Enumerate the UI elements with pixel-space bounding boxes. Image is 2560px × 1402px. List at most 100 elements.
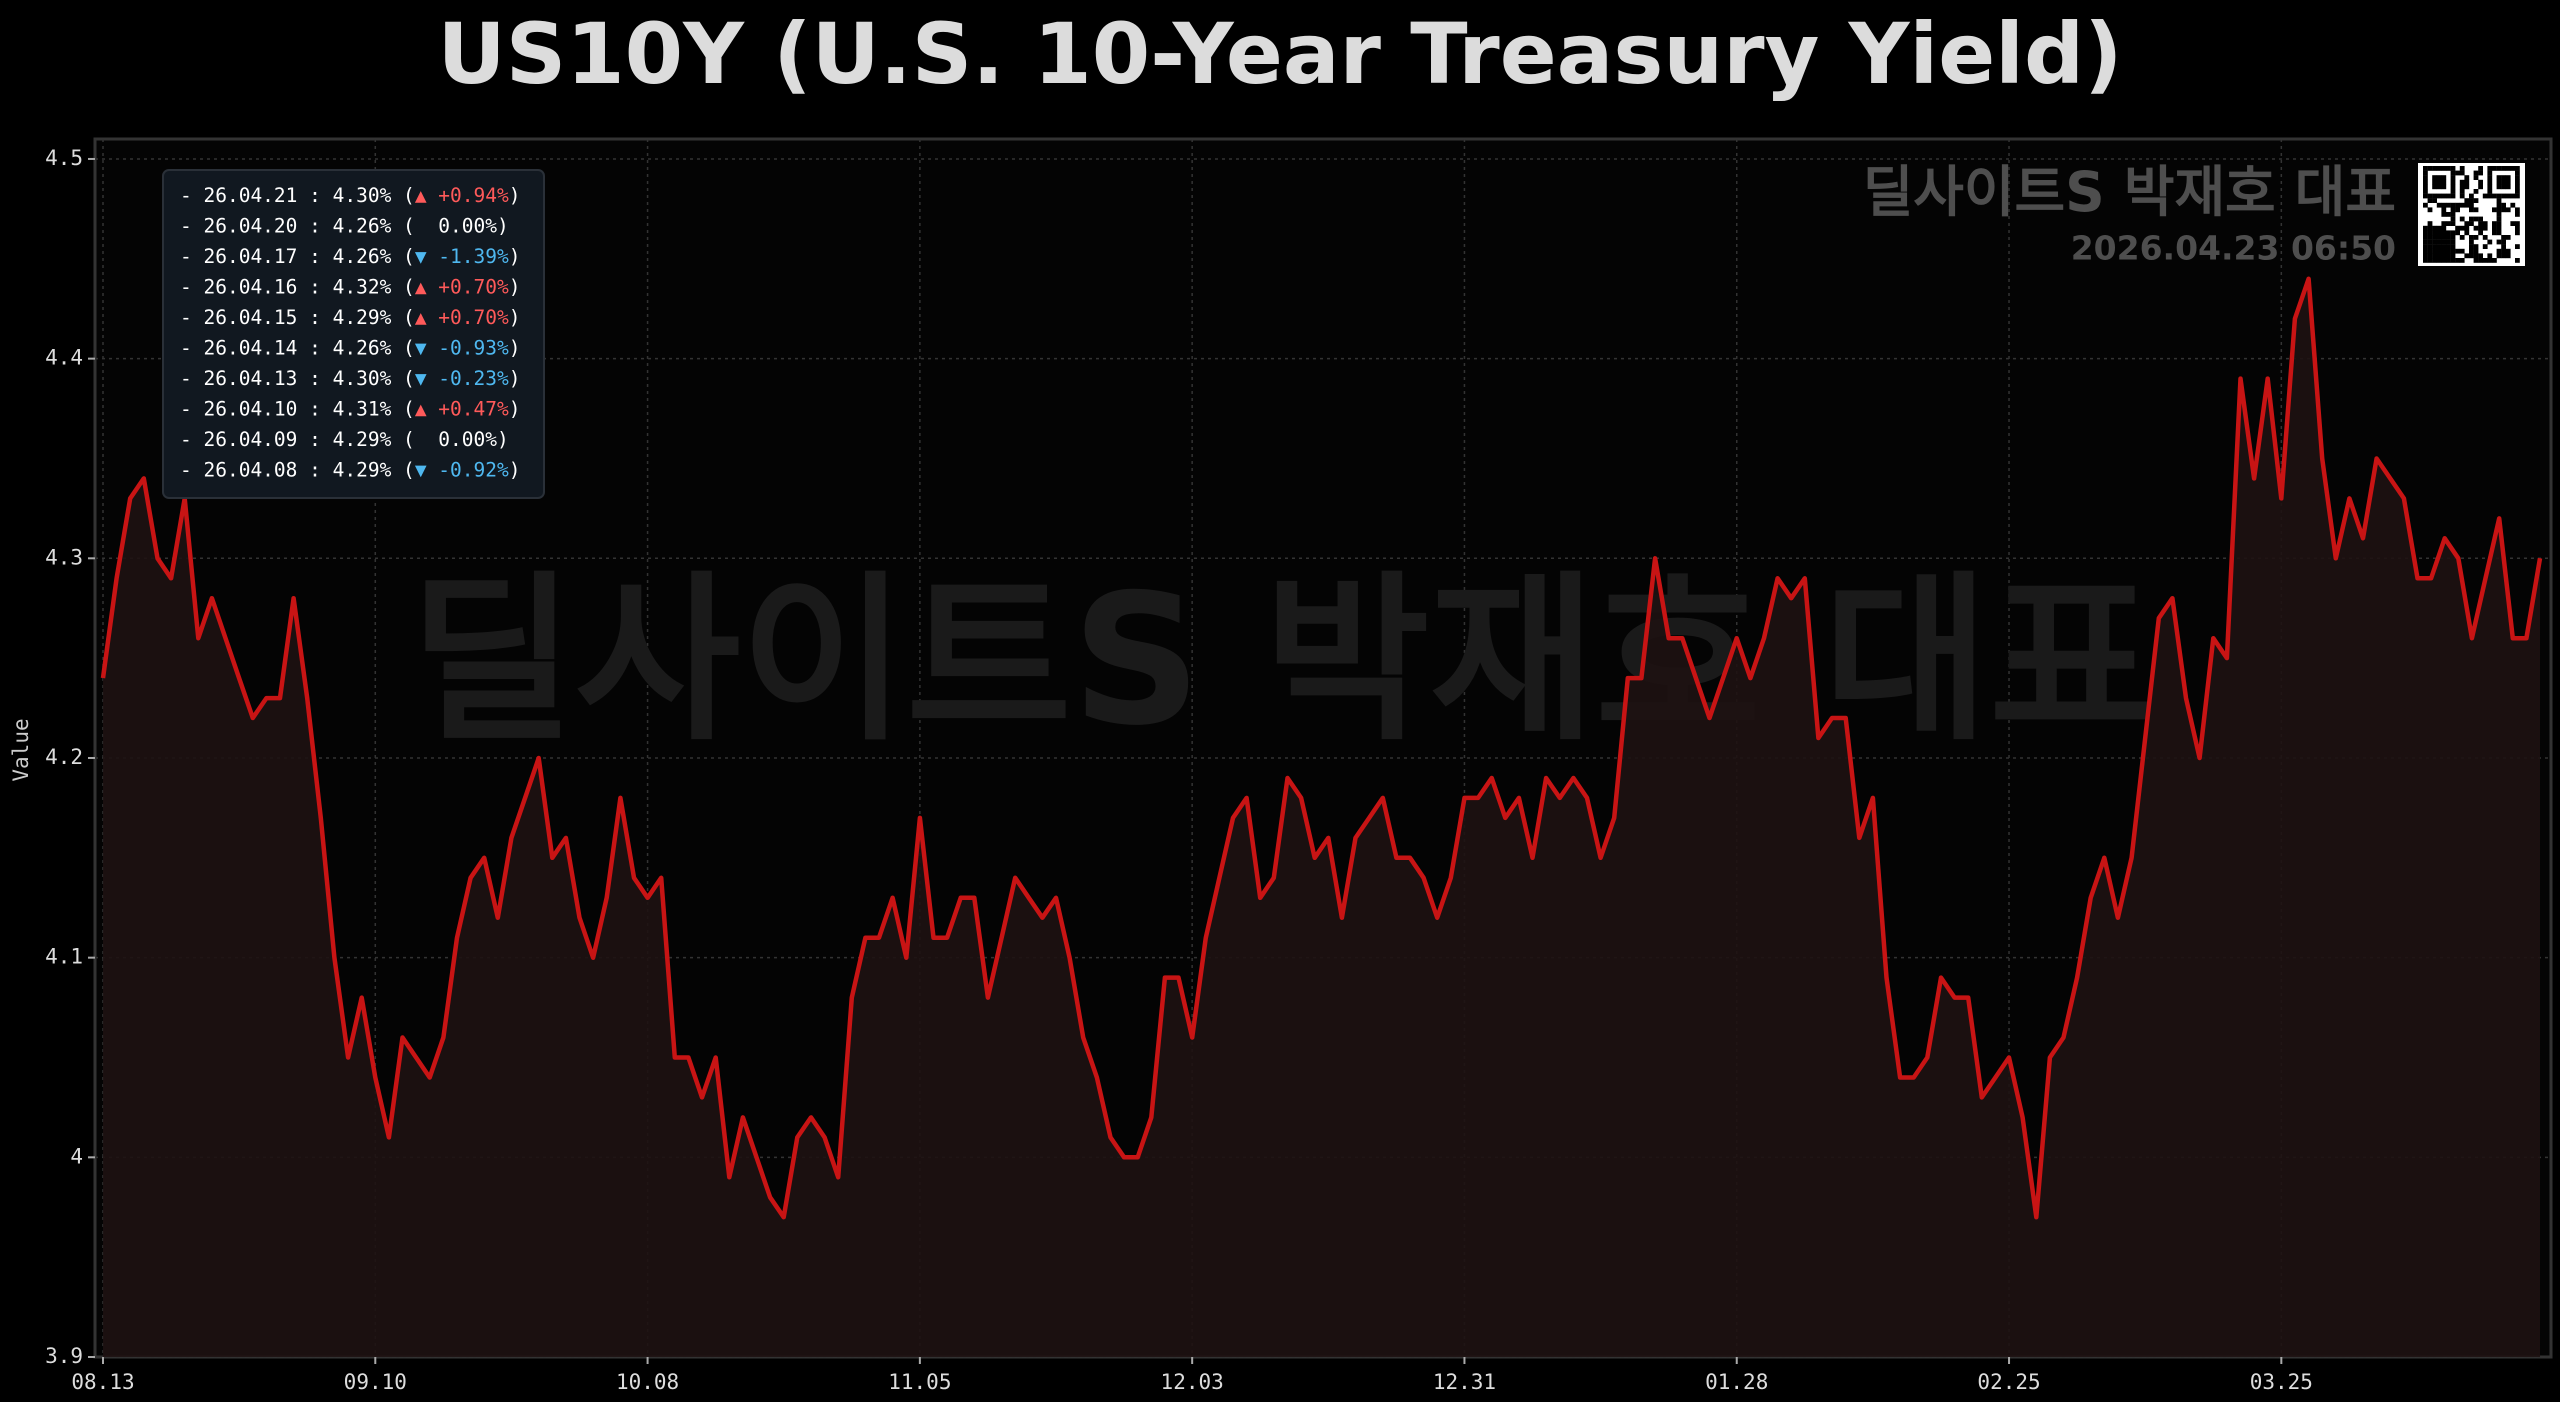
qr-cell (2423, 235, 2428, 240)
qr-cell (2469, 198, 2474, 203)
qr-cell (2423, 189, 2428, 194)
qr-cell (2436, 166, 2442, 171)
qr-cell (2482, 258, 2488, 263)
qr-cell (2436, 235, 2442, 240)
qr-cell (2446, 212, 2451, 217)
qr-cell (2441, 248, 2447, 254)
qr-cell (2455, 170, 2460, 176)
y-tick-label: 4.3 (45, 545, 83, 569)
qr-cell (2464, 230, 2470, 236)
qr-cell (2450, 189, 2456, 194)
qr-cell (2450, 221, 2456, 226)
qr-cell (2423, 244, 2428, 249)
qr-cell (2446, 235, 2451, 240)
qr-cell (2501, 207, 2506, 213)
qr-cell (2505, 193, 2511, 199)
qr-cell (2501, 202, 2506, 208)
qr-cell (2469, 216, 2474, 222)
qr-cell (2515, 244, 2520, 249)
qr-cell (2450, 212, 2456, 217)
qr-cell (2492, 225, 2497, 231)
qr-cell (2432, 198, 2437, 203)
qr-cell (2423, 225, 2428, 231)
qr-cell (2436, 258, 2442, 263)
qr-cell (2450, 202, 2456, 208)
qr-cell (2478, 258, 2483, 263)
qr-cell (2423, 179, 2428, 185)
qr-cell (2473, 175, 2479, 180)
qr-cell (2469, 239, 2474, 245)
qr-cell (2441, 221, 2447, 226)
qr-cell (2446, 258, 2451, 263)
x-tick-label: 02.25 (1977, 1370, 2040, 1394)
qr-cell (2478, 216, 2483, 222)
qr-cell (2436, 239, 2442, 245)
qr-cell (2487, 189, 2493, 194)
qr-cell (2473, 258, 2479, 263)
qr-cell (2469, 193, 2474, 199)
qr-cell (2432, 239, 2437, 245)
info-line: - 26.04.08 : 4.29% (▼ -0.92%) (180, 458, 520, 481)
qr-cell (2501, 175, 2506, 180)
info-box (162, 169, 545, 499)
info-tail: ) (509, 336, 521, 359)
qr-cell (2505, 253, 2511, 259)
qr-cell (2478, 221, 2483, 226)
qr-cell (2501, 166, 2506, 171)
qr-cell (2432, 179, 2437, 185)
qr-cell (2459, 202, 2465, 208)
info-tail: ) (497, 428, 509, 451)
qr-cell (2423, 253, 2428, 259)
qr-cell (2505, 184, 2511, 190)
qr-cell (2459, 170, 2465, 176)
qr-cell (2496, 184, 2502, 190)
qr-cell (2515, 179, 2520, 185)
qr-cell (2427, 253, 2433, 259)
qr-cell (2450, 170, 2456, 176)
qr-cell (2496, 193, 2502, 199)
qr-cell (2492, 166, 2497, 171)
qr-cell (2501, 179, 2506, 185)
qr-cell (2505, 248, 2511, 254)
qr-cell (2427, 244, 2433, 249)
qr-code (2418, 163, 2525, 266)
qr-cell (2515, 225, 2520, 231)
qr-cell (2450, 253, 2456, 259)
qr-cell (2459, 235, 2465, 240)
y-tick-label: 4.2 (45, 745, 83, 769)
series (100, 276, 2543, 1357)
info-line: - 26.04.10 : 4.31% (▲ +0.47%) (180, 397, 520, 420)
qr-cell (2436, 253, 2442, 259)
qr-cell (2496, 225, 2502, 231)
qr-cell (2450, 216, 2456, 222)
axes: 3.9 4 4.1 4.2 4.3 4.4 4.5 08.13 09.10 10.08 11.05 1… (45, 146, 2313, 1394)
qr-cell (2501, 235, 2506, 240)
y-tick-label: 4.1 (45, 945, 83, 969)
qr-cell (2487, 239, 2493, 245)
qr-cell (2432, 244, 2437, 249)
qr-cell (2464, 198, 2470, 203)
qr-cell (2450, 230, 2456, 236)
qr-cell (2473, 253, 2479, 259)
info-change: 0.00% (415, 428, 497, 451)
qr-cell (2427, 225, 2433, 231)
qr-cell (2469, 244, 2474, 249)
qr-cell (2478, 253, 2483, 259)
qr-cell (2478, 179, 2483, 185)
qr-cell (2446, 166, 2451, 171)
qr-cell (2469, 202, 2474, 208)
qr-cell (2427, 230, 2433, 236)
qr-cell (2515, 193, 2520, 199)
qr-cell (2464, 175, 2470, 180)
qr-cell (2496, 230, 2502, 236)
qr-cell (2515, 166, 2520, 171)
info-tail: ) (497, 214, 509, 237)
info-line: - 26.04.09 : 4.29% ( 0.00%) (180, 428, 509, 451)
qr-cell (2487, 258, 2493, 263)
qr-cell (2436, 184, 2442, 190)
info-tail: ) (509, 306, 521, 329)
qr-cell (2436, 244, 2442, 249)
qr-cell (2446, 202, 2451, 208)
watermark: 딜사이트S 박재호 대표 (409, 556, 2154, 765)
